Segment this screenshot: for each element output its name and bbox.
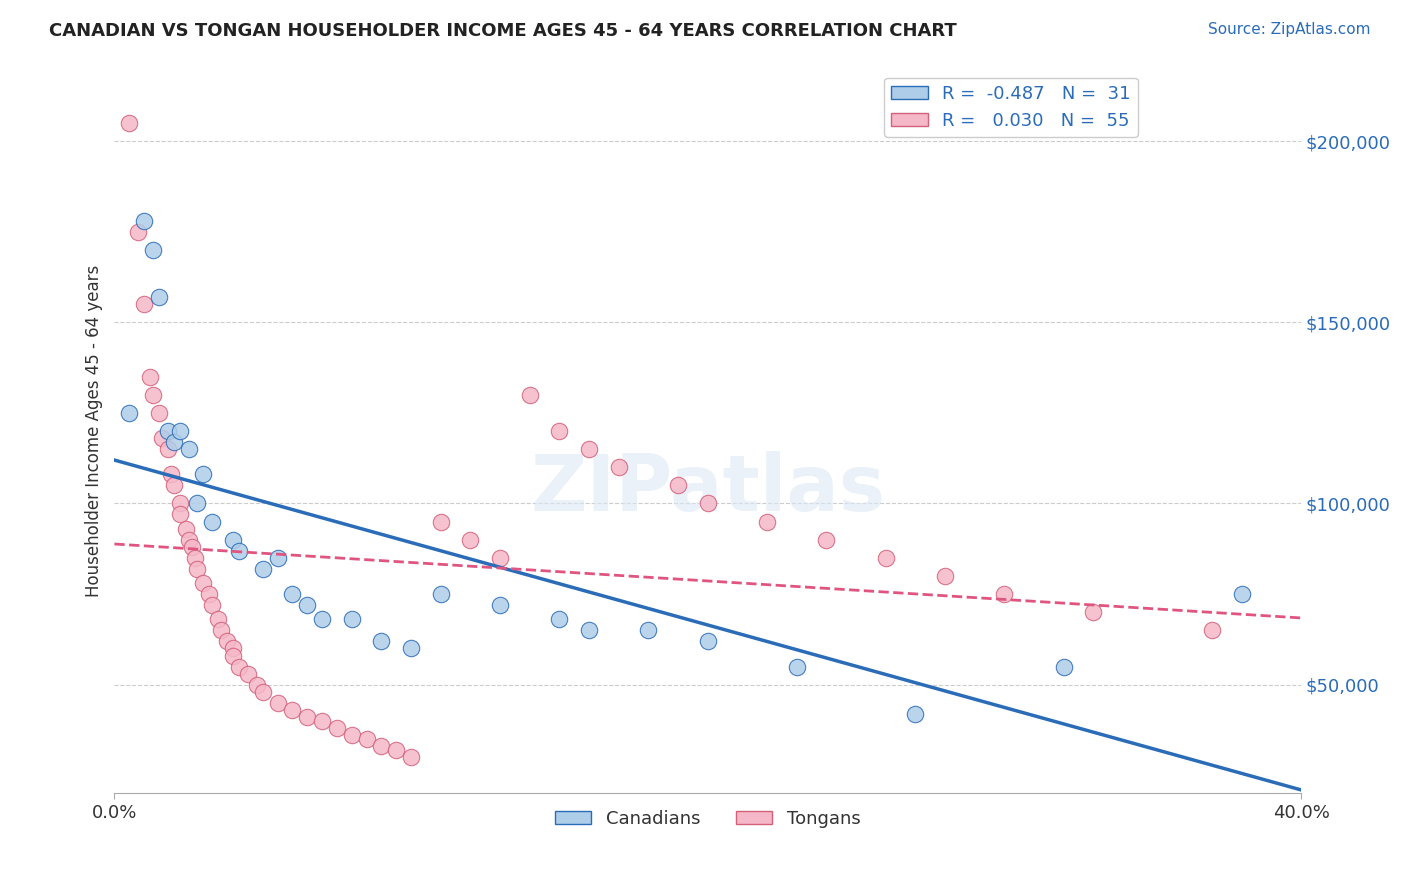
Y-axis label: Householder Income Ages 45 - 64 years: Householder Income Ages 45 - 64 years [86,265,103,597]
Point [118,116,141,130]
Point [666,478,689,492]
Point [1053,659,1076,673]
Point [148,406,170,420]
Point [875,550,897,565]
Point [207,612,229,626]
Point [183,550,205,565]
Point [489,598,512,612]
Point [228,659,250,673]
Point [934,569,956,583]
Point [156,442,179,456]
Point [169,508,191,522]
Point [578,624,600,638]
Point [548,424,571,438]
Point [281,587,304,601]
Point [169,424,191,438]
Point [186,562,208,576]
Point [696,634,718,648]
Point [217,634,239,648]
Point [356,731,378,746]
Point [132,297,155,311]
Point [222,641,245,656]
Point [193,467,215,482]
Point [252,562,274,576]
Point [201,598,224,612]
Point [201,515,224,529]
Point [148,290,170,304]
Point [1230,587,1253,601]
Point [186,496,208,510]
Point [156,424,179,438]
Point [815,533,838,547]
Point [142,243,165,257]
Point [460,533,482,547]
Point [311,612,333,626]
Point [177,533,200,547]
Point [193,576,215,591]
Point [209,624,232,638]
Point [429,587,451,601]
Point [399,641,422,656]
Point [607,460,630,475]
Point [578,442,600,456]
Text: ZIPatlas: ZIPatlas [530,451,886,527]
Point [246,678,269,692]
Point [180,540,202,554]
Point [1083,605,1105,619]
Point [385,743,408,757]
Point [340,612,363,626]
Point [174,522,197,536]
Point [637,624,659,638]
Point [236,666,259,681]
Point [696,496,718,510]
Point [993,587,1015,601]
Point [429,515,451,529]
Point [489,550,512,565]
Legend: Canadians, Tongans: Canadians, Tongans [548,803,868,835]
Point [159,467,181,482]
Point [228,543,250,558]
Point [266,550,288,565]
Point [198,587,221,601]
Point [118,406,141,420]
Point [340,728,363,742]
Point [169,496,191,510]
Point [127,225,149,239]
Point [139,369,162,384]
Point [266,696,288,710]
Point [252,685,274,699]
Point [297,710,319,724]
Point [756,515,779,529]
Point [370,634,392,648]
Point [311,714,333,728]
Point [163,478,186,492]
Text: CANADIAN VS TONGAN HOUSEHOLDER INCOME AGES 45 - 64 YEARS CORRELATION CHART: CANADIAN VS TONGAN HOUSEHOLDER INCOME AG… [49,22,957,40]
Point [399,750,422,764]
Text: Source: ZipAtlas.com: Source: ZipAtlas.com [1208,22,1371,37]
Point [132,213,155,227]
Point [150,431,173,445]
Point [222,533,245,547]
Point [904,706,927,721]
Point [519,387,541,401]
Point [297,598,319,612]
Point [177,442,200,456]
Point [281,703,304,717]
Point [548,612,571,626]
Point [142,387,165,401]
Point [370,739,392,754]
Point [222,648,245,663]
Point [1201,624,1223,638]
Point [786,659,808,673]
Point [326,721,349,735]
Point [163,434,186,449]
